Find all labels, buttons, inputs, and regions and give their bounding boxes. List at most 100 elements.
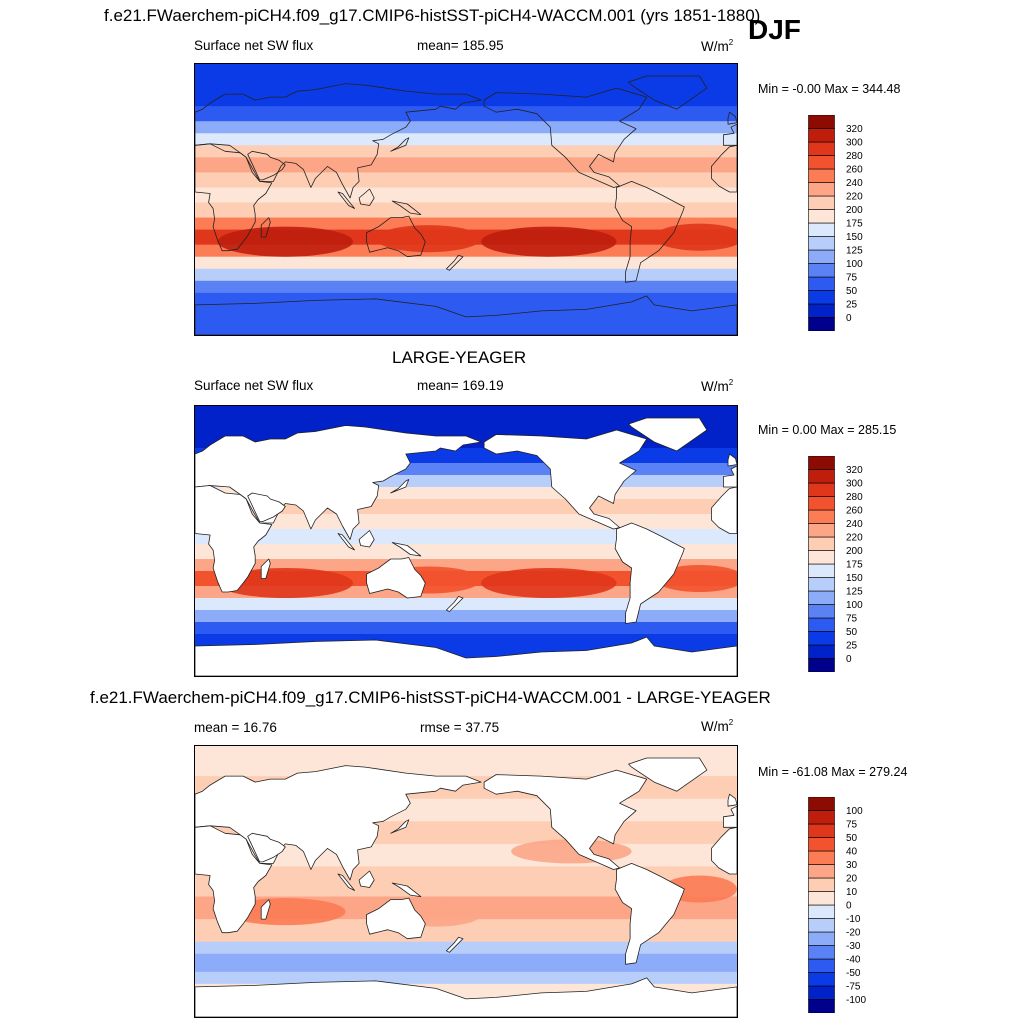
panel1-units: W/m2: [701, 38, 734, 54]
colorbar-tick-label: -30: [846, 941, 861, 952]
colorbar-tick-label: -20: [846, 928, 861, 939]
colorbar-swatch-14: [808, 128, 835, 143]
colorbar-swatch-1: [808, 644, 835, 659]
colorbar-swatch-2: [808, 972, 835, 987]
continent-north-america: [483, 769, 648, 870]
continent-africa-west: [711, 826, 737, 875]
colorbar-tick-label: 0: [846, 654, 852, 665]
colorbar-tick-label: 30: [846, 860, 858, 871]
panel1-variable-label: Surface net SW flux: [194, 38, 314, 53]
continent-uk: [727, 453, 737, 467]
colorbar-swatch-3: [808, 276, 835, 291]
panel3-title: f.e21.FWaerchem-piCH4.f09_g17.CMIP6-hist…: [90, 688, 771, 707]
continent-japan: [390, 479, 410, 494]
colorbar-swatch-9: [808, 195, 835, 210]
colorbar-swatch-10: [808, 182, 835, 197]
colorbar-tick-label: 150: [846, 573, 863, 584]
continent-arabia: [247, 492, 286, 522]
map-maximum-2: [481, 226, 617, 257]
colorbar-tick-label: -75: [846, 982, 861, 993]
colorbar-swatch-11: [808, 509, 835, 524]
map-band-9: [195, 953, 737, 973]
colorbar-swatch-12: [808, 155, 835, 170]
colorbar-tick-label: -100: [846, 995, 866, 1006]
continent-new-guinea: [391, 882, 422, 897]
colorbar-swatch-14: [808, 810, 835, 825]
colorbar-swatch-14: [808, 469, 835, 484]
continent-antarctica: [195, 977, 737, 1017]
colorbar-tick-label: 220: [846, 192, 863, 203]
map-band-5: [195, 157, 737, 173]
map-band-12: [195, 256, 737, 270]
colorbar-svg: 0 25 50 75 100 125 150 175 200 220 240 260 280 300 320: [808, 115, 863, 331]
continent-borneo: [358, 188, 375, 206]
colorbar-tick-label: 260: [846, 165, 863, 176]
panel2-units: W/m2: [701, 378, 734, 394]
map-band-7: [195, 529, 737, 545]
colorbar-tick-label: 125: [846, 246, 863, 257]
map-svg: [195, 64, 737, 335]
colorbar-swatch-8: [808, 209, 835, 224]
continent-north-america: [483, 87, 648, 188]
colorbar-tick-label: 175: [846, 219, 863, 230]
panel3-minmax: Min = -61.08 Max = 279.24: [758, 765, 908, 779]
colorbar-tick-label: 300: [846, 479, 863, 490]
colorbar-swatch-15: [808, 115, 835, 129]
colorbar-tick-label: 0: [846, 313, 852, 324]
continent-japan: [390, 819, 410, 834]
continent-arabia: [247, 150, 286, 181]
colorbar-swatch-0: [808, 658, 835, 672]
map-maximum-0: [217, 568, 354, 598]
colorbar-swatch-12: [808, 496, 835, 511]
colorbar-swatch-13: [808, 482, 835, 497]
colorbar-tick-label: -50: [846, 968, 861, 979]
colorbar-tick-label: 50: [846, 833, 858, 844]
continent-uk: [727, 111, 737, 125]
map-band-2: [195, 121, 737, 134]
colorbar-swatch-7: [808, 563, 835, 578]
continent-south-america: [614, 522, 685, 624]
colorbar-swatch-4: [808, 604, 835, 619]
continent-africa-east: [195, 143, 273, 252]
colorbar-swatch-9: [808, 536, 835, 551]
map-band-7: [195, 187, 737, 204]
panel2-map: [194, 405, 738, 677]
continent-europe-west: [723, 123, 737, 146]
colorbar-swatch-2: [808, 631, 835, 646]
map-band-14: [195, 280, 737, 294]
continent-greenland: [628, 757, 708, 792]
map-band-3: [195, 133, 737, 146]
continent-australia: [366, 215, 426, 258]
map-band-9: [195, 559, 737, 572]
continent-europe-west: [723, 805, 737, 828]
colorbar-swatch-15: [808, 456, 835, 470]
colorbar-tick-label: 240: [846, 519, 863, 530]
map-band-12: [195, 598, 737, 611]
map-band-7: [195, 919, 737, 943]
panel3-rmse-label: rmse = 37.75: [420, 720, 500, 735]
continent-new-guinea: [391, 542, 422, 557]
season-label: DJF: [748, 14, 801, 45]
map-band-13: [195, 610, 737, 623]
colorbar-swatch-11: [808, 168, 835, 183]
colorbar-swatch-13: [808, 823, 835, 838]
colorbar-swatch-1: [808, 985, 835, 1000]
map-svg: [195, 746, 737, 1017]
map-band-8: [195, 941, 737, 955]
colorbar-tick-label: 200: [846, 546, 863, 557]
continent-antarctica: [195, 636, 737, 676]
colorbar-swatch-5: [808, 931, 835, 946]
colorbar-swatch-5: [808, 590, 835, 605]
colorbar-tick-label: 280: [846, 492, 863, 503]
colorbar-swatch-13: [808, 141, 835, 156]
colorbar-swatch-7: [808, 222, 835, 237]
panel3-units: W/m2: [701, 718, 734, 734]
continent-sumatra: [337, 873, 355, 891]
colorbar-tick-label: -40: [846, 955, 861, 966]
colorbar-tick-label: 100: [846, 259, 863, 270]
colorbar-tick-label: 125: [846, 587, 863, 598]
panel3-colorbar: -100 -75 -50 -40 -30 -20 -10 0 10 20 30 40 50 75 100: [808, 797, 888, 1013]
colorbar-swatch-5: [808, 249, 835, 264]
colorbar-swatch-2: [808, 290, 835, 305]
